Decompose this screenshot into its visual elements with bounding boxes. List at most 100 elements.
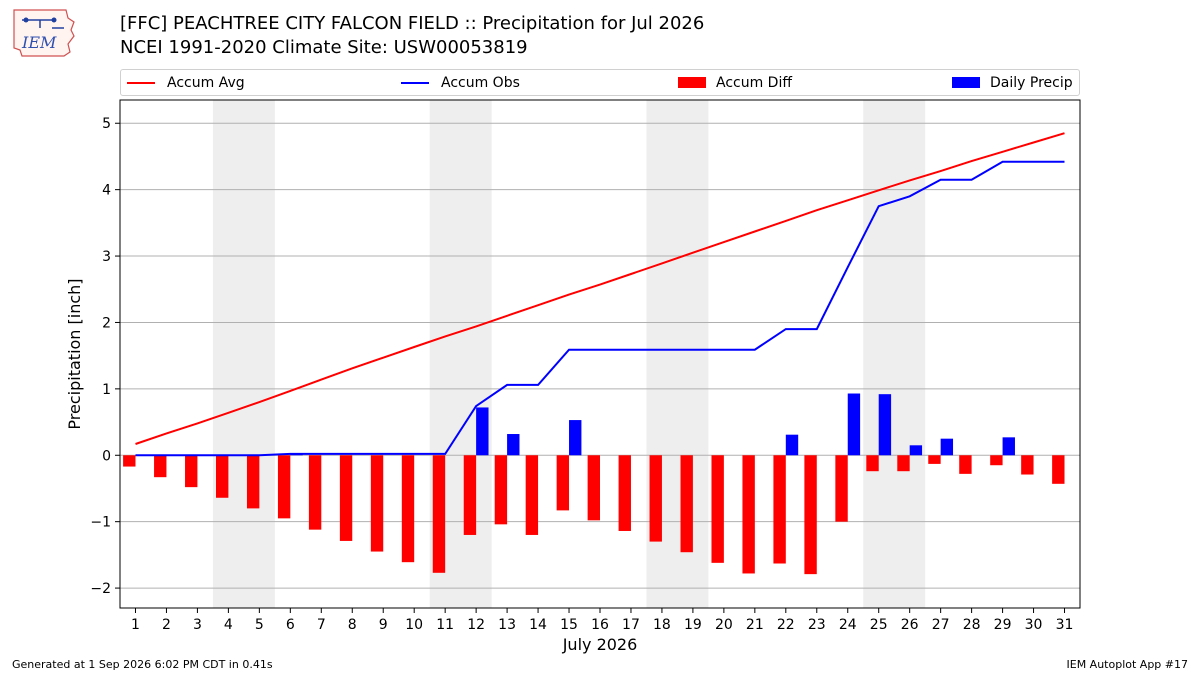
accum-obs-line: [135, 160, 1065, 457]
x-tick-label: 18: [653, 617, 671, 633]
y-tick-label: 5: [102, 116, 111, 132]
accum-diff-bar: [463, 455, 477, 535]
footer-app-id: IEM Autoplot App #17: [1066, 658, 1189, 671]
x-tick-label: 6: [286, 617, 295, 633]
x-tick-label: 23: [808, 617, 826, 633]
legend-item-accum-obs: Accum Obs: [401, 70, 520, 95]
legend-swatch-daily-precip: [952, 77, 980, 88]
x-tick-label: 8: [348, 617, 357, 633]
daily-precip-bar: [1002, 437, 1015, 456]
x-tick-label: 3: [193, 617, 202, 633]
daily-precip-bar: [940, 438, 954, 456]
accum-diff-bar: [246, 455, 260, 509]
legend-item-accum-avg: Accum Avg: [127, 70, 245, 95]
accum-diff-bar: [1052, 455, 1065, 484]
accum-avg-line: [135, 132, 1065, 445]
legend-swatch-accum-avg: [127, 81, 155, 84]
legend-label-accum-avg: Accum Avg: [167, 74, 245, 91]
x-tick-label: 1: [131, 617, 140, 633]
footer-generated: Generated at 1 Sep 2026 6:02 PM CDT in 0…: [12, 658, 273, 671]
accum-diff-bar: [185, 455, 198, 488]
x-tick-label: 24: [839, 617, 857, 633]
daily-precip-bar: [569, 420, 582, 456]
accum-diff-bar: [556, 455, 570, 511]
daily-precip-bar: [909, 445, 923, 456]
x-tick-label: 31: [1056, 617, 1074, 633]
legend-swatch-accum-obs: [401, 81, 429, 84]
legend-label-daily-precip: Daily Precip: [990, 74, 1073, 91]
x-tick-label: 16: [591, 617, 609, 633]
x-tick-label: 30: [1025, 617, 1043, 633]
y-tick-label: 1: [102, 382, 111, 398]
accum-diff-bar: [959, 455, 972, 474]
x-tick-label: 9: [379, 617, 388, 633]
iem-logo: IEM: [8, 6, 80, 58]
x-tick-label: 28: [963, 617, 981, 633]
svg-text:IEM: IEM: [21, 33, 57, 52]
chart-title: [FFC] PEACHTREE CITY FALCON FIELD :: Pre…: [120, 13, 705, 34]
accum-diff-bar: [154, 455, 167, 478]
accum-diff-bar: [928, 455, 941, 464]
accum-diff-bar: [1021, 455, 1034, 475]
x-axis-label: July 2026: [562, 635, 638, 654]
accum-diff-bar: [649, 455, 662, 542]
x-tick-label: 15: [560, 617, 578, 633]
accum-diff-bar: [742, 455, 755, 574]
x-tick-label: 13: [498, 617, 516, 633]
legend-item-daily-precip: Daily Precip: [952, 70, 1073, 95]
accum-diff-bar: [680, 455, 693, 553]
x-tick-label: 4: [224, 617, 233, 633]
weekend-shading: [212, 100, 926, 608]
daily-precip-bar: [476, 407, 489, 456]
accum-diff-bar: [618, 455, 631, 531]
accum-diff-bar: [370, 455, 384, 552]
accum-diff-bar: [339, 455, 353, 541]
x-tick-label: 29: [994, 617, 1012, 633]
accum-diff-bar: [587, 455, 600, 521]
y-tick-label: 2: [102, 315, 111, 331]
daily-precip-bar: [878, 394, 892, 456]
legend-label-accum-diff: Accum Diff: [716, 74, 793, 91]
legend-swatch-accum-diff: [678, 77, 706, 88]
accum-diff-bar: [990, 455, 1003, 466]
chart-subtitle: NCEI 1991-2020 Climate Site: USW00053819: [120, 37, 528, 58]
lines: [135, 132, 1065, 457]
legend: Accum Avg Accum Obs Accum Diff Daily Pre…: [120, 69, 1080, 96]
accum-diff-bar: [123, 455, 136, 467]
x-tick-label: 7: [317, 617, 326, 633]
x-tick-label: 14: [529, 617, 547, 633]
y-axis-label: Precipitation [inch]: [65, 278, 84, 429]
accum-diff-bar: [835, 455, 848, 522]
daily-precip-bar: [847, 393, 861, 456]
weekend-band: [212, 100, 275, 608]
x-tick-label: 12: [467, 617, 485, 633]
accum-diff-bar: [866, 455, 879, 472]
weekend-band: [863, 100, 926, 608]
accum-diff-bar: [525, 455, 539, 535]
x-tick-label: 11: [436, 617, 454, 633]
y-tick-label: −2: [90, 581, 111, 597]
accum-diff-bar: [277, 455, 291, 519]
daily-precip-bar: [507, 434, 520, 456]
accum-diff-bar: [897, 455, 910, 472]
x-tick-label: 22: [777, 617, 795, 633]
y-tick-label: 0: [102, 448, 111, 464]
x-tick-label: 5: [255, 617, 264, 633]
y-tick-label: 3: [102, 249, 111, 265]
x-tick-label: 10: [405, 617, 423, 633]
accum-diff-bar: [773, 455, 786, 564]
x-tick-label: 2: [162, 617, 171, 633]
daily-precip-bar: [785, 434, 799, 456]
accum-diff-bar: [308, 455, 322, 530]
x-tick-label: 17: [622, 617, 640, 633]
accum-diff-bar: [711, 455, 724, 563]
accum-diff-bar: [216, 455, 229, 498]
legend-label-accum-obs: Accum Obs: [441, 74, 520, 91]
x-tick-label: 25: [870, 617, 888, 633]
accum-diff-bar: [401, 455, 415, 563]
legend-item-accum-diff: Accum Diff: [678, 70, 792, 95]
x-tick-label: 26: [901, 617, 919, 633]
accum-diff-bar: [804, 455, 817, 575]
